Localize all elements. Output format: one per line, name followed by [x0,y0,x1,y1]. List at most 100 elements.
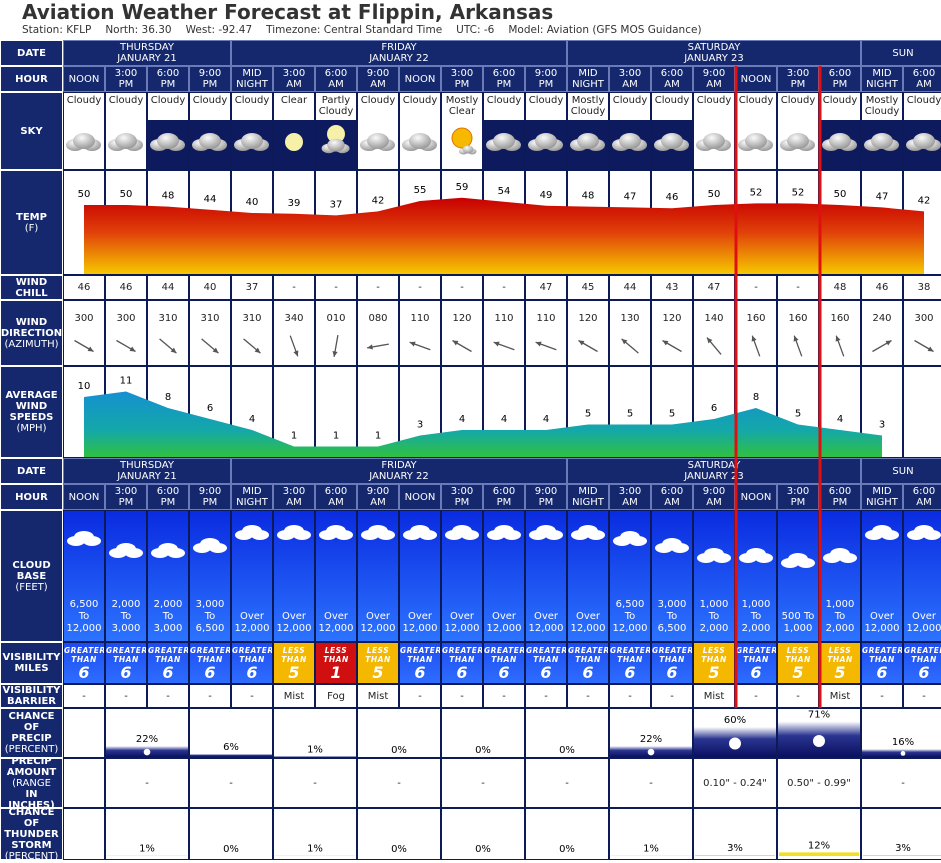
chill-cell: - [315,275,357,300]
chill-value: 44 [161,282,175,293]
hour-label: 9:00 PM [198,486,222,508]
row-label-line: STORM [11,839,52,851]
hour-cell: 9:00 PM [189,66,231,92]
row-label-line: SPEEDS [9,412,54,423]
thunder-cell [105,808,189,860]
sky-label: Cloudy [486,95,522,106]
barrier-cell: - [399,684,441,708]
hour-cell: 3:00 AM [609,66,651,92]
hour-cell: MID NIGHT [231,66,273,92]
row-label: DATE [0,40,63,66]
amount-cell: - [525,758,609,808]
hour-cell: 3:00 AM [273,484,315,510]
direction-cell: 140 [693,300,735,366]
precip-amount: 0.50" - 0.99" [787,777,851,789]
chill-cell: 46 [63,275,105,300]
visibility-value: 5 [708,662,720,682]
hour-cell: MID NIGHT [861,484,903,510]
temp-cell [315,170,357,275]
speed-cell [441,366,483,458]
hour-label: 6:00 AM [660,68,684,90]
chill-value: 45 [581,282,595,293]
direction-cell: 110 [399,300,441,366]
direction-cell: 110 [483,300,525,366]
row-label: HOUR [0,66,63,92]
cloud-base-value: Over 12,000 [360,611,396,634]
hour-label: MID NIGHT [866,68,898,90]
cloud-base-cell: 2,000 To 3,000 [147,510,189,642]
cloud-base-cell: 1,000 To 2,000 [819,510,861,642]
barrier-cell: - [189,684,231,708]
hour-cell: 3:00 PM [105,66,147,92]
hour-cell: 6:00 AM [903,66,941,92]
sky-label: Cloudy [696,95,732,106]
chill-cell: 44 [609,275,651,300]
cloud-base-value: 2,000 To 3,000 [111,599,141,634]
hour-cell: NOON [63,66,105,92]
sky-label: Cloudy [66,95,102,106]
chill-value: - [292,282,296,293]
hour-cell: 3:00 PM [105,484,147,510]
amount-cell: - [105,758,189,808]
hour-label: 9:00 AM [366,68,390,90]
visibility-cell: LESS THAN 1 [315,642,357,684]
cloud-base-cell: Over 12,000 [357,510,399,642]
direction-value: 310 [242,313,262,324]
barrier-cell: - [231,684,273,708]
cloud-base-cell: 1,000 To 2,000 [735,510,777,642]
chill-cell: 45 [567,275,609,300]
cloud-base-value: 1,000 To 2,000 [741,599,771,634]
hour-label: 3:00 PM [450,486,474,508]
precip-cell [357,708,441,758]
visibility-qualifier: LESS THAN [785,645,811,664]
chill-cell: 46 [105,275,147,300]
barrier-value: - [166,690,170,702]
row-label: DATE [0,458,63,484]
chill-value: 46 [875,282,889,293]
speed-cell [399,366,441,458]
cloud-base-cell: Over 12,000 [483,510,525,642]
day-date: JANUARY 22 [369,53,429,64]
sky-cell: Cloudy [147,92,189,170]
hour-cell: 3:00 AM [273,66,315,92]
chill-cell: - [441,275,483,300]
hour-cell: 6:00 PM [819,484,861,510]
precip-amount: 0.10" - 0.24" [703,777,767,789]
visibility-value: 6 [582,662,594,682]
direction-cell: 130 [609,300,651,366]
station-info: Station: KFLP North: 36.30 West: -92.47 Tim… [22,24,716,36]
sky-label: Partly Cloudy [318,95,354,117]
day-name: SUN [892,47,914,59]
hour-label: 9:00 PM [534,68,558,90]
direction-cell: 010 [315,300,357,366]
row-label-line: WIND [15,276,48,288]
visibility-qualifier: GREATER THAN [106,645,147,664]
period-cell [63,758,105,808]
row-label-line: MILES [14,663,49,674]
hour-label: 3:00 AM [282,486,306,508]
temp-cell [777,170,819,275]
temp-cell [483,170,525,275]
chill-cell: - [357,275,399,300]
speed-cell [483,366,525,458]
hour-cell: 6:00 PM [483,484,525,510]
hour-label: 6:00 PM [492,486,516,508]
thunder-cell [441,808,525,860]
direction-cell: 310 [189,300,231,366]
barrier-value: - [82,690,86,702]
visibility-qualifier: LESS THAN [701,645,727,664]
chill-cell: 46 [861,275,903,300]
barrier-cell: Fog [315,684,357,708]
temp-cell [903,170,941,275]
barrier-cell: - [861,684,903,708]
sky-cell: Cloudy [63,92,105,170]
visibility-qualifier: GREATER THAN [232,645,273,664]
precip-cell [693,708,777,758]
day-name: THURSDAY [120,42,174,53]
cloud-base-cell: 2,000 To 3,000 [105,510,147,642]
direction-cell: 120 [651,300,693,366]
row-label: HOUR [0,484,63,510]
